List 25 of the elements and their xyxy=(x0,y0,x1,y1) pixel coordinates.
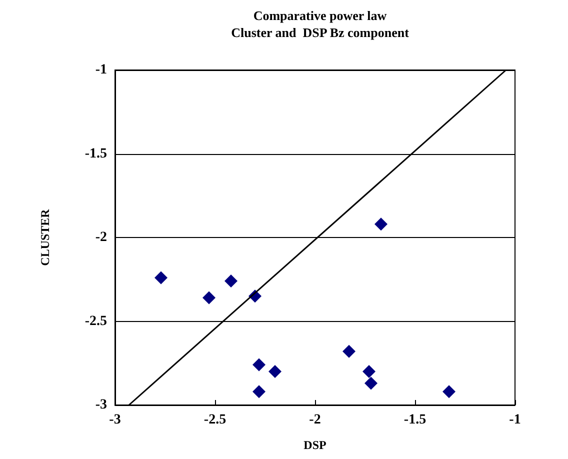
point xyxy=(252,385,266,398)
y-tick-label: -2 xyxy=(95,230,107,245)
point xyxy=(154,271,168,284)
point xyxy=(364,376,378,390)
y-axis-title: CLUSTER xyxy=(38,208,52,266)
point xyxy=(224,274,238,288)
x-tick-label: -1.5 xyxy=(404,412,426,428)
point xyxy=(442,385,456,398)
point xyxy=(268,365,282,378)
point xyxy=(362,365,376,378)
chart-title: Comparative power law xyxy=(253,8,388,23)
point xyxy=(252,358,266,372)
point xyxy=(202,291,216,304)
point xyxy=(342,344,356,358)
chart-subtitle: Cluster and DSP Bz component xyxy=(231,25,410,40)
x-tick-label: -2.5 xyxy=(204,412,226,428)
point xyxy=(374,218,388,231)
y-tick-label: -3 xyxy=(95,398,107,412)
y-tick-label: -2.5 xyxy=(84,314,107,329)
y-tick-label: -1.5 xyxy=(84,146,107,162)
x-tick-label: -3 xyxy=(109,412,121,428)
y-tick-label: -1 xyxy=(95,62,107,78)
x-tick-label: -2 xyxy=(309,412,321,428)
x-tick-label: -1 xyxy=(509,412,521,428)
x-axis-title: DSP xyxy=(304,438,326,452)
